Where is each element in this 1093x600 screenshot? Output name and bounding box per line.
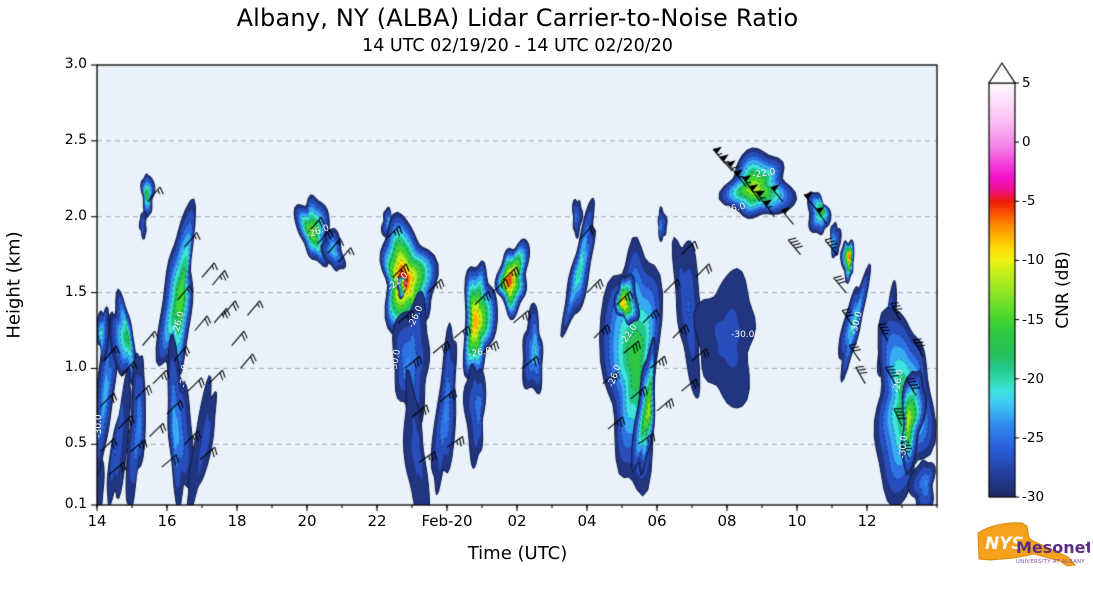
contour-label: -30.0: [178, 363, 191, 389]
x-tick-label: 04: [577, 512, 597, 530]
y-tick-label: 2.5: [64, 131, 87, 148]
logo-text-mesonet: Mesonet: [1016, 538, 1090, 557]
contour-label: -30.0: [731, 330, 755, 341]
nys-mesonet-logo: NYS Mesonet UNIVERSITY AT ALBANY: [977, 522, 1090, 567]
contour-label: -30.0: [897, 435, 910, 460]
colorbar-tick-label: 5: [1022, 75, 1031, 91]
colorbar-tick-label: -15: [1022, 311, 1045, 328]
x-tick-label: 18: [227, 512, 247, 530]
logo-tagline: UNIVERSITY AT ALBANY: [1016, 559, 1085, 565]
colorbar-tick-label: 0: [1022, 134, 1031, 151]
x-tick-label: Feb-20: [421, 512, 473, 530]
x-tick-label: 08: [717, 512, 737, 530]
x-tick-label: 16: [157, 512, 177, 530]
y-tick-label: 1.5: [64, 283, 87, 300]
x-tick-label: 10: [787, 512, 807, 530]
x-tick-label: 14: [87, 512, 107, 530]
ny-state-shape: [977, 522, 1076, 567]
contour-label: -30.0: [94, 414, 105, 438]
logo-text-nys: NYS: [985, 534, 1024, 554]
x-tick-label: 06: [647, 512, 667, 530]
y-tick-label: 3.0: [64, 56, 87, 72]
y-tick-label: 2.0: [64, 207, 87, 224]
x-tick-label: 20: [297, 512, 317, 530]
y-tick-label: 1.0: [64, 359, 87, 376]
x-tick-label: 02: [507, 512, 527, 530]
x-tick-label: 22: [367, 512, 387, 530]
x-tick-label: 12: [857, 512, 877, 530]
chart-subtitle: 14 UTC 02/19/20 - 14 UTC 02/20/20: [362, 36, 673, 56]
y-axis-label: Height (km): [3, 231, 25, 339]
x-axis-label: Time (UTC): [467, 543, 568, 564]
colorbar-label: CNR (dB): [1053, 251, 1073, 329]
colorbar-tick-label: -10: [1022, 252, 1045, 269]
y-tick-label: 0.5: [64, 435, 87, 452]
colorbar-tick-label: -25: [1022, 429, 1045, 446]
colorbar-tick-label: -5: [1022, 193, 1036, 210]
colorbar-tick-label: -30: [1022, 489, 1045, 505]
colorbar-tick-label: -20: [1022, 370, 1045, 387]
chart-title: Albany, NY (ALBA) Lidar Carrier-to-Noise…: [236, 4, 799, 32]
y-tick-label: 0.1: [64, 496, 87, 512]
